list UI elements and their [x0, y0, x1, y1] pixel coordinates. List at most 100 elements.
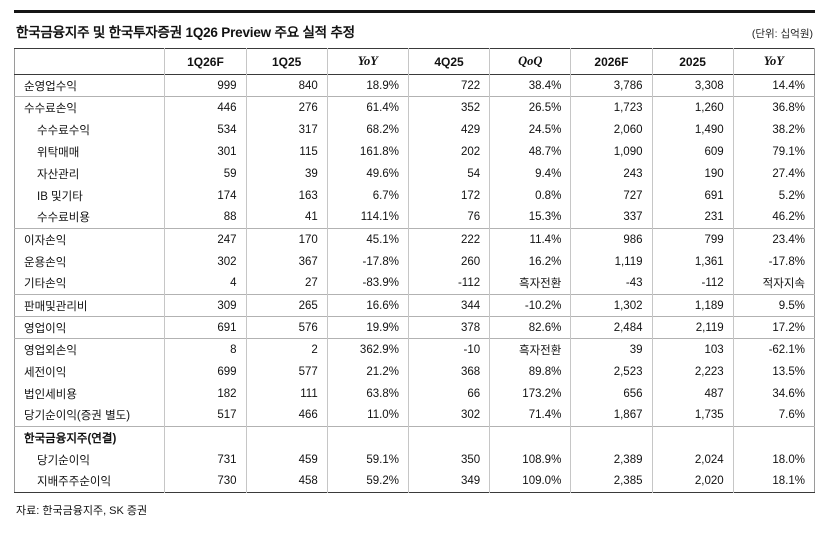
cell: 흑자전환 — [489, 272, 571, 295]
cell: 161.8% — [326, 140, 409, 163]
table-row: 자산관리 59 39 49.6% 54 9.4% 243 190 27.4% — [15, 162, 815, 185]
cell: 9.4% — [489, 162, 571, 185]
cell: -17.8% — [732, 250, 815, 273]
cell: 1,090 — [570, 140, 652, 163]
cell: -83.9% — [326, 272, 409, 295]
cell: 3,786 — [570, 74, 652, 97]
table-row: 한국금융지주(연결) — [14, 426, 815, 449]
cell: 18.1% — [732, 470, 815, 493]
cell: 1,189 — [651, 294, 734, 317]
cell: -43 — [570, 272, 652, 295]
table-row: 수수료비용 88 41 114.1% 76 15.3% 337 231 46.2% — [15, 206, 815, 229]
cell: 172 — [407, 184, 490, 207]
table-row: 당기순이익 731 459 59.1% 350 108.9% 2,389 2,024 18.0% — [15, 448, 815, 471]
cell: 48.7% — [489, 140, 571, 163]
cell: 23.4% — [732, 228, 815, 251]
cell: 344 — [407, 294, 490, 317]
cell: 260 — [407, 250, 490, 273]
row-label: 운용손익 — [24, 256, 67, 269]
cell: 2,523 — [570, 360, 652, 383]
cell: 39 — [245, 162, 328, 185]
cell: 13.5% — [732, 360, 815, 383]
cell — [651, 426, 734, 449]
cell: 609 — [651, 140, 734, 163]
cell: 368 — [407, 360, 490, 383]
cell: 36.8% — [732, 96, 815, 119]
row-label: 수수료비용 — [37, 212, 90, 225]
cell: 88 — [164, 206, 247, 229]
cell: 691 — [651, 184, 734, 207]
cell: 45.1% — [326, 228, 409, 251]
column-header: 1Q25 — [245, 48, 328, 75]
cell: 109.0% — [489, 470, 571, 493]
cell: 18.0% — [732, 448, 815, 471]
row-label: IB 및기타 — [37, 190, 83, 203]
cell: 1,490 — [651, 118, 734, 141]
cell: 38.2% — [732, 118, 815, 141]
cell — [326, 426, 409, 449]
cell — [164, 426, 247, 449]
table-row: IB 및기타 174 163 6.7% 172 0.8% 727 691 5.2% — [15, 184, 815, 207]
cell: 2,119 — [651, 316, 734, 339]
cell: 89.8% — [489, 360, 571, 383]
cell: 54 — [407, 162, 490, 185]
cell: 247 — [164, 228, 247, 251]
cell: 111 — [245, 382, 328, 405]
cell: 190 — [651, 162, 734, 185]
cell: 4 — [164, 272, 247, 295]
cell: 727 — [570, 184, 652, 207]
cell: 115 — [245, 140, 328, 163]
cell: 367 — [245, 250, 328, 273]
cell: 11.4% — [489, 228, 571, 251]
table-row: 세전이익 699 577 21.2% 368 89.8% 2,523 2,223 13.5% — [15, 360, 815, 383]
table-head-row: 1Q26F 1Q25 YoY 4Q25 QoQ 2026F 2025 YoY — [14, 48, 815, 75]
cell: 114.1% — [326, 206, 409, 229]
cell: 2,484 — [570, 316, 652, 339]
cell: 1,735 — [651, 404, 734, 427]
row-label: 이자손익 — [24, 234, 67, 247]
cell: 15.3% — [489, 206, 571, 229]
cell: 1,867 — [570, 404, 652, 427]
cell: 2,024 — [651, 448, 734, 471]
cell: 3,308 — [651, 74, 734, 97]
cell: 27.4% — [732, 162, 815, 185]
cell: 174 — [164, 184, 247, 207]
cell: 446 — [164, 96, 247, 119]
cell: 8 — [164, 338, 247, 361]
cell: 577 — [245, 360, 328, 383]
table-row: 판매및관리비 309 265 16.6% 344 -10.2% 1,302 1,189 9.5% — [14, 294, 815, 317]
cell — [732, 426, 815, 449]
cell: 301 — [164, 140, 247, 163]
column-header: YoY — [732, 48, 815, 75]
cell: 16.6% — [326, 294, 409, 317]
table-row: 법인세비용 182 111 63.8% 66 173.2% 656 487 34.6% — [15, 382, 815, 405]
cell: 0.8% — [489, 184, 571, 207]
cell: 61.4% — [326, 96, 409, 119]
report-page: 한국금융지주 및 한국투자증권 1Q26 Preview 주요 실적 추정 (단… — [14, 10, 815, 517]
cell: 79.1% — [732, 140, 815, 163]
row-label: 위탁매매 — [37, 146, 80, 159]
cell: 231 — [651, 206, 734, 229]
cell: 840 — [245, 74, 328, 97]
unit-label: (단위: 십억원) — [751, 28, 813, 40]
column-header: YoY — [326, 48, 409, 75]
cell: 59 — [164, 162, 247, 185]
cell: 302 — [164, 250, 247, 273]
cell: 265 — [245, 294, 328, 317]
cell: 24.5% — [489, 118, 571, 141]
cell: 2,223 — [651, 360, 734, 383]
cell: 18.9% — [326, 74, 409, 97]
cell: 534 — [164, 118, 247, 141]
table-row: 기타손익 4 27 -83.9% -112 흑자전환 -43 -112 적자지속 — [15, 272, 815, 295]
cell: -112 — [651, 272, 734, 295]
cell: -112 — [407, 272, 490, 295]
cell — [570, 426, 652, 449]
cell: 103 — [651, 338, 734, 361]
table-body: 순영업수익 999 840 18.9% 722 38.4% 3,786 3,308 14.4% 수… — [14, 74, 815, 493]
cell: 적자지속 — [732, 272, 815, 295]
cell: 576 — [245, 316, 328, 339]
cell: 5.2% — [732, 184, 815, 207]
cell: 173.2% — [489, 382, 571, 405]
cell: 108.9% — [489, 448, 571, 471]
cell: 163 — [245, 184, 328, 207]
